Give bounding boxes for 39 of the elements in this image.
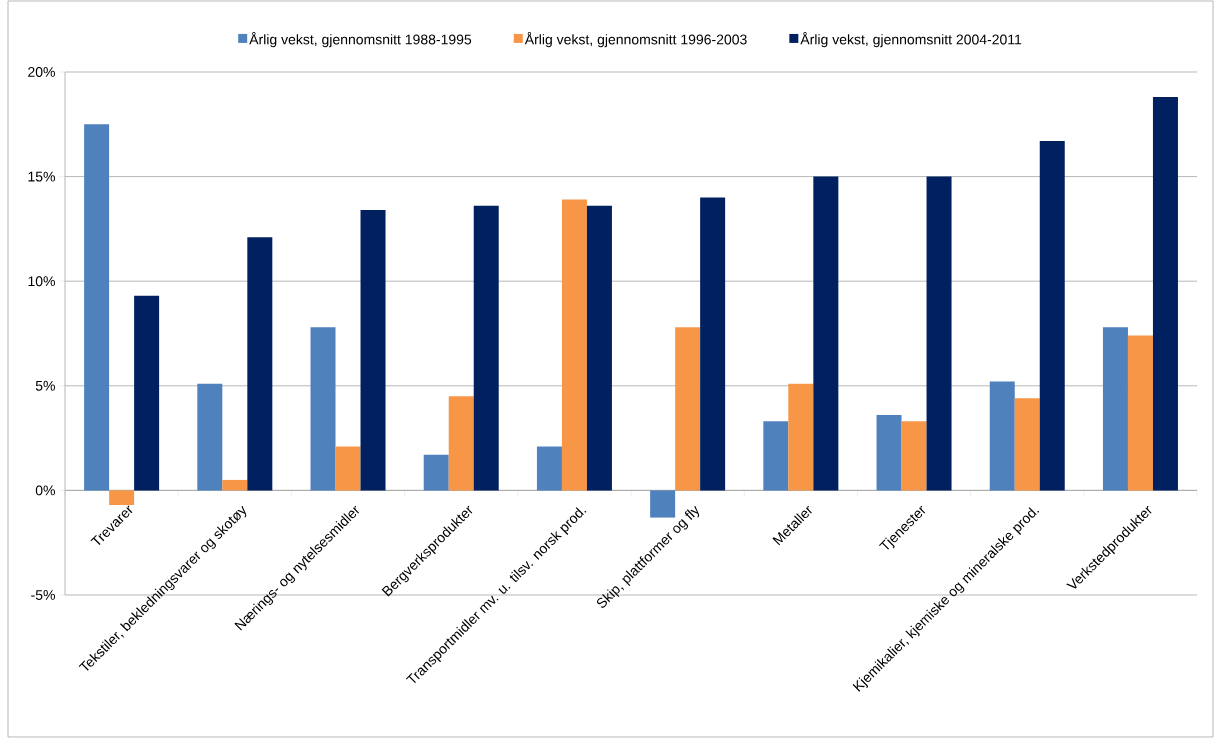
bar (247, 237, 273, 491)
bar (448, 396, 474, 491)
bar (989, 381, 1015, 491)
y-tick-label: 15% (28, 171, 55, 182)
bar (1102, 327, 1128, 491)
y-tick-label: -5% (31, 590, 55, 600)
bar (335, 446, 361, 491)
bar (763, 421, 789, 491)
bar (310, 327, 336, 491)
bar (473, 205, 499, 491)
bar (1039, 141, 1065, 491)
bar (423, 454, 449, 491)
bar (134, 295, 160, 491)
bar (561, 199, 587, 491)
legend-label: Årlig vekst, gjennomsnitt 1988-1995 (249, 32, 472, 48)
bar (901, 421, 927, 491)
bar (536, 446, 562, 491)
bar (109, 490, 135, 506)
bar (222, 479, 248, 491)
bar (650, 490, 676, 518)
bar (700, 197, 726, 491)
y-tick-label: 0% (35, 485, 55, 496)
bar (197, 383, 223, 491)
bar (586, 205, 612, 491)
bar (675, 327, 701, 491)
y-tick-label: 5% (35, 380, 55, 391)
y-tick-label: 20% (28, 67, 55, 77)
y-tick-label: 10% (28, 276, 55, 287)
bar (926, 176, 952, 491)
legend-label: Årlig vekst, gjennomsnitt 2004-2011 (800, 32, 1022, 48)
bar (813, 176, 839, 491)
bar (1014, 398, 1040, 491)
bar (360, 210, 386, 491)
bar (84, 124, 110, 491)
bar (1152, 97, 1178, 491)
bar (788, 383, 814, 491)
bar (876, 415, 902, 491)
legend-label: Årlig vekst, gjennomsnitt 1996-2003 (524, 32, 747, 48)
bar (1127, 335, 1153, 491)
